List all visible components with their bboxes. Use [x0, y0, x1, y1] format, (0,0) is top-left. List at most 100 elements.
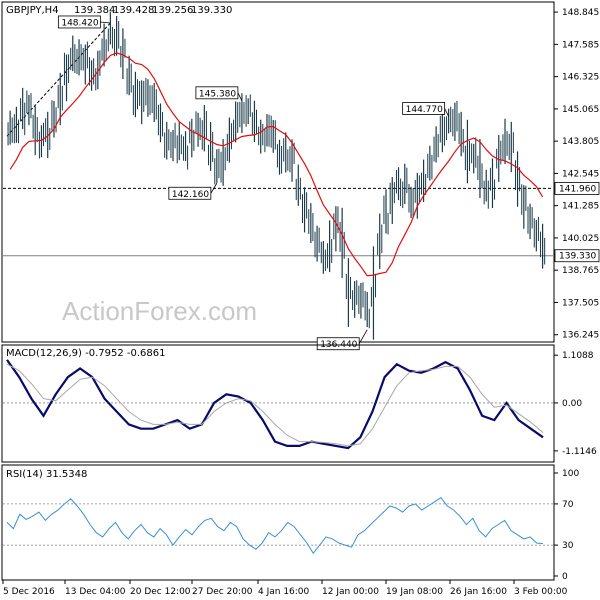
price-bar: [63, 52, 70, 102]
price-bar: [201, 105, 207, 152]
price-y-tick-label: 138.765: [562, 266, 599, 276]
price-bar: [20, 87, 26, 136]
price-y-tick-label: 136.245: [562, 331, 599, 341]
price-bar: [245, 94, 251, 127]
price-bar: [540, 223, 546, 269]
macd-lines: [6, 359, 544, 450]
price-ohlc-low: 139.256: [152, 5, 193, 16]
price-bar: [126, 55, 132, 96]
price-bar: [352, 280, 358, 318]
price-bar: [26, 90, 32, 126]
price-bar: [320, 241, 326, 274]
price-y-tick-label: 141.285: [562, 202, 599, 212]
price-bar: [471, 137, 477, 174]
price-bar: [533, 216, 539, 252]
annotation-label: 145.380: [199, 89, 236, 99]
annotation-leader: [444, 108, 449, 117]
price-y-tick-label: 148.845: [562, 8, 599, 18]
trend-line-segment: [6, 22, 111, 137]
price-bar: [189, 118, 195, 158]
price-bar: [383, 189, 389, 235]
price-bar: [195, 111, 201, 147]
rsi-y-tick-label: 30: [562, 541, 574, 551]
price-ohlc-high: 139.428: [113, 5, 154, 16]
horizontal-line-price-box: [554, 181, 600, 195]
price-bar: [114, 16, 120, 57]
trend-line: [6, 22, 111, 137]
price-bar: [483, 169, 489, 209]
price-bar: [464, 119, 470, 184]
price-bar: [314, 225, 320, 262]
rsi-panel: RSI(14) 31.5348 100 70 30 0: [1, 464, 579, 582]
annotation-label: 144.770: [406, 105, 443, 115]
price-bar: [176, 121, 182, 164]
price-bar: [339, 207, 345, 279]
price-bar: [333, 206, 339, 252]
price-bar: [45, 111, 51, 158]
price-bar: [226, 117, 232, 163]
annotation-label: 148.420: [61, 18, 98, 28]
macd-y-tick-label: 1.1088: [562, 351, 594, 361]
price-bar: [521, 184, 527, 229]
price-y-tick-label: 137.505: [562, 298, 599, 308]
price-bar: [120, 28, 126, 80]
annotation-box: [195, 86, 239, 100]
price-bar: [214, 148, 220, 185]
price-bar: [145, 77, 151, 117]
price-bar: [170, 122, 176, 162]
price-bar: [258, 119, 264, 154]
price-bar: [101, 23, 107, 67]
price-y-tick-label: 142.545: [562, 169, 599, 179]
price-bar: [276, 139, 283, 175]
rsi-y-tick-label: 70: [562, 500, 574, 510]
price-ohlc-close: 139.330: [191, 5, 232, 16]
price-bar: [345, 258, 351, 327]
moving-average: [9, 52, 544, 277]
horizontal-line-price-label: 139.330: [559, 252, 596, 262]
price-bar: [208, 122, 214, 171]
x-tick-label: 26 Jan 16:00: [450, 587, 507, 597]
price-bars: [7, 12, 546, 340]
macd-panel-title: MACD(12,26,9) -0.7952 -0.6861: [6, 348, 166, 359]
price-bar: [489, 158, 496, 209]
x-tick-label: 4 Jan 16:00: [258, 587, 310, 597]
price-panel-title: GBPJPY,H4: [6, 5, 59, 16]
x-tick-label: 19 Jan 08:00: [386, 587, 443, 597]
price-bar: [233, 101, 239, 143]
price-y-tick-label: 146.325: [562, 73, 599, 83]
price-bar: [270, 115, 276, 153]
price-bar: [408, 184, 414, 219]
annotation-leader: [100, 21, 111, 24]
macd-y-tick-label: 0.00: [562, 399, 582, 409]
macd-panel-frame: [1, 344, 555, 463]
price-bar: [70, 35, 76, 74]
price-bar: [139, 80, 145, 125]
price-y-tick-label: 140.025: [562, 234, 599, 244]
watermark: ActionForex.com: [62, 296, 257, 326]
price-bar: [402, 163, 408, 209]
x-tick-label: 3 Feb 00:00: [514, 587, 568, 597]
x-axis: 5 Dec 2016 13 Dec 04:00 20 Dec 12:00 27 Dec…: [2, 580, 568, 597]
price-bar: [7, 110, 13, 146]
price-bar: [433, 126, 439, 163]
price-bar: [295, 164, 301, 206]
rsi-y-tick-label: 0: [562, 572, 568, 582]
price-bar: [446, 106, 452, 141]
rsi-panel-frame: [1, 464, 555, 581]
price-bar: [458, 111, 464, 157]
annotation-label: 142.160: [172, 190, 209, 200]
price-y-tick-label: 143.805: [562, 137, 599, 147]
macd-y-axis: 1.1088 0.00 -1.1146: [3, 351, 597, 457]
price-bar: [220, 139, 226, 186]
price-bar: [164, 122, 170, 160]
price-bar: [395, 167, 402, 206]
price-bar: [95, 50, 101, 91]
x-tick-label: 5 Dec 2016: [3, 587, 55, 597]
price-bar: [51, 100, 57, 138]
rsi-y-tick-label: 100: [562, 469, 579, 479]
price-y-tick-label: 147.585: [562, 40, 599, 50]
rsi-line: [6, 497, 544, 555]
x-tick-label: 12 Jan 00:00: [322, 587, 379, 597]
annotation-leader: [237, 92, 243, 101]
price-bar: [13, 106, 19, 144]
